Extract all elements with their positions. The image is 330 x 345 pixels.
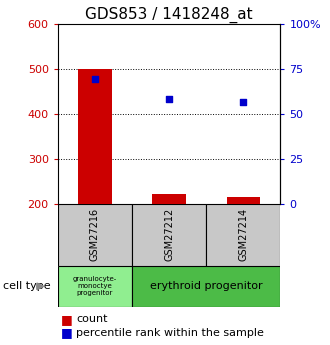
Text: GSM27214: GSM27214	[238, 208, 248, 261]
Title: GDS853 / 1418248_at: GDS853 / 1418248_at	[85, 7, 253, 23]
Text: cell type: cell type	[3, 282, 51, 291]
Bar	[78, 69, 112, 204]
Text: ■: ■	[61, 313, 73, 326]
Bar	[58, 204, 132, 266]
Bar	[206, 204, 280, 266]
Bar	[152, 194, 186, 204]
Text: count: count	[76, 314, 107, 324]
Bar	[227, 197, 260, 204]
Text: GSM27212: GSM27212	[164, 208, 174, 261]
Text: ■: ■	[61, 326, 73, 339]
Point	[166, 97, 172, 102]
Bar	[132, 266, 280, 307]
Bar	[58, 266, 132, 307]
Text: percentile rank within the sample: percentile rank within the sample	[76, 328, 264, 338]
Bar	[132, 204, 206, 266]
Text: erythroid progenitor: erythroid progenitor	[150, 282, 263, 291]
Point	[92, 76, 97, 82]
Text: GSM27216: GSM27216	[90, 208, 100, 261]
Text: granulocyte-
monoctye
progenitor: granulocyte- monoctye progenitor	[73, 276, 117, 296]
Point	[241, 99, 246, 105]
